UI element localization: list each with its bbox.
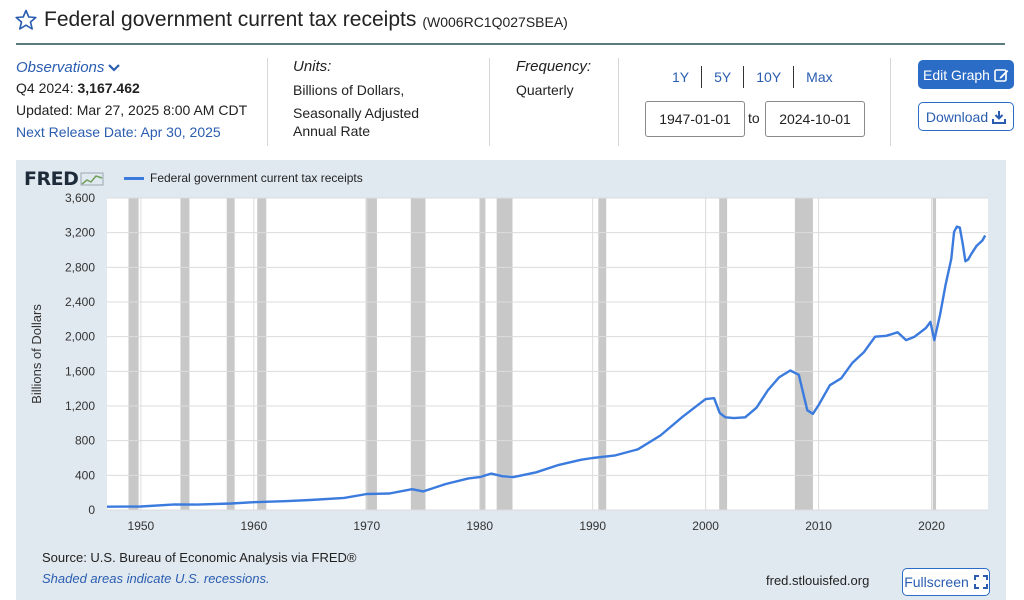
divider [267, 58, 268, 146]
units-line1: Billions of Dollars, [293, 82, 405, 98]
page-title: Federal government current tax receipts [44, 8, 417, 31]
range-5y-button[interactable]: 5Y [714, 69, 732, 85]
y-tick-label: 2,000 [65, 330, 95, 344]
chart-panel: FRED Federal government current tax rece… [16, 160, 1006, 600]
source-note: Source: U.S. Bureau of Economic Analysis… [42, 550, 357, 565]
y-tick-label: 400 [75, 468, 95, 482]
edit-graph-label: Edit Graph [923, 66, 990, 83]
frequency-heading: Frequency: [516, 58, 592, 75]
range-separator [743, 66, 745, 88]
y-tick-label: 2,400 [65, 295, 95, 309]
title-row: Federal government current tax receipts … [14, 8, 568, 32]
frequency-panel: Frequency: Quarterly [516, 58, 591, 99]
x-tick-label: 2010 [805, 519, 832, 533]
recession-band [128, 198, 139, 510]
latest-observation: Q4 2024: 3,167.462 [16, 79, 247, 97]
next-release-link[interactable]: Next Release Date: Apr 30, 2025 [16, 124, 221, 140]
observations-dropdown[interactable]: Observations [16, 59, 121, 77]
recession-band [226, 198, 235, 510]
star-icon[interactable] [14, 8, 38, 32]
range-separator [701, 66, 703, 88]
units-line3: Annual Rate [293, 123, 371, 139]
y-tick-label: 2,800 [65, 260, 95, 274]
download-button[interactable]: Download [918, 102, 1014, 131]
x-tick-label: 2020 [918, 519, 945, 533]
recession-band [410, 198, 426, 510]
fred-graph-icon [80, 172, 104, 186]
latest-period: Q4 2024: [16, 80, 74, 96]
units-line2: Seasonally Adjusted [293, 105, 420, 121]
series-id: (W006RC1Q027SBEA) [422, 14, 568, 30]
download-icon [992, 110, 1007, 124]
recession-band [719, 198, 728, 510]
plot-area [107, 198, 988, 510]
download-label: Download [925, 108, 989, 125]
units-panel: Units: Billions of Dollars, Seasonally A… [293, 58, 419, 140]
fullscreen-icon [973, 575, 988, 589]
fullscreen-button[interactable]: Fullscreen [902, 568, 990, 596]
fred-logo-text: FRED [24, 168, 79, 190]
end-date-input[interactable] [765, 101, 865, 137]
divider [618, 58, 619, 146]
observations-panel: Observations Q4 2024: 3,167.462 Updated:… [16, 58, 247, 141]
recession-band [598, 198, 607, 510]
frequency-value: Quarterly [516, 82, 574, 98]
title-divider [16, 43, 1005, 45]
y-axis-label: Billions of Dollars [29, 304, 44, 404]
recession-band [257, 198, 267, 510]
fred-url[interactable]: fred.stlouisfed.org [766, 573, 870, 588]
range-10y-button[interactable]: 10Y [756, 69, 782, 85]
legend-label: Federal government current tax receipts [150, 171, 363, 185]
y-tick-label: 0 [88, 503, 95, 517]
recession-band [180, 198, 190, 510]
start-date-input[interactable] [645, 101, 745, 137]
date-to-label: to [748, 110, 760, 126]
edit-icon [994, 68, 1009, 82]
fred-logo: FRED [24, 168, 104, 190]
divider [489, 58, 490, 146]
divider [890, 58, 891, 146]
range-1y-button[interactable]: 1Y [672, 69, 690, 85]
y-tick-label: 1,200 [65, 399, 95, 413]
recession-band [496, 198, 513, 510]
recession-band [794, 198, 813, 510]
x-tick-label: 2000 [692, 519, 719, 533]
fullscreen-label: Fullscreen [904, 574, 969, 590]
legend-swatch [124, 176, 144, 180]
recession-band [365, 198, 377, 510]
latest-value: 3,167.462 [77, 80, 140, 96]
x-tick-label: 1970 [353, 519, 380, 533]
y-tick-label: 800 [75, 434, 95, 448]
x-tick-label: 1990 [579, 519, 606, 533]
range-selector: 1Y 5Y 10Y Max [660, 66, 845, 88]
updated-date: Updated: Mar 27, 2025 8:00 AM CDT [16, 102, 248, 118]
y-tick-label: 3,600 [65, 191, 95, 205]
series-line [106, 225, 987, 508]
y-tick-label: 1,600 [65, 364, 95, 378]
recession-band [932, 198, 937, 510]
observations-label: Observations [16, 59, 105, 76]
x-tick-label: 1960 [240, 519, 267, 533]
recession-note: Shaded areas indicate U.S. recessions. [42, 571, 270, 586]
chart-legend: Federal government current tax receipts [124, 171, 363, 185]
x-tick-label: 1980 [466, 519, 493, 533]
recession-band [479, 198, 486, 510]
edit-graph-button[interactable]: Edit Graph [918, 60, 1014, 89]
range-max-button[interactable]: Max [806, 69, 833, 85]
x-tick-label: 1950 [128, 519, 155, 533]
chevron-down-icon [108, 64, 121, 72]
units-heading: Units: [293, 58, 332, 75]
line-chart[interactable]: 0 400 800 1,200 1,600 2,000 2,400 2,800 3,200 3,6… [16, 160, 1006, 550]
y-tick-label: 3,200 [65, 226, 95, 240]
range-separator [793, 66, 795, 88]
